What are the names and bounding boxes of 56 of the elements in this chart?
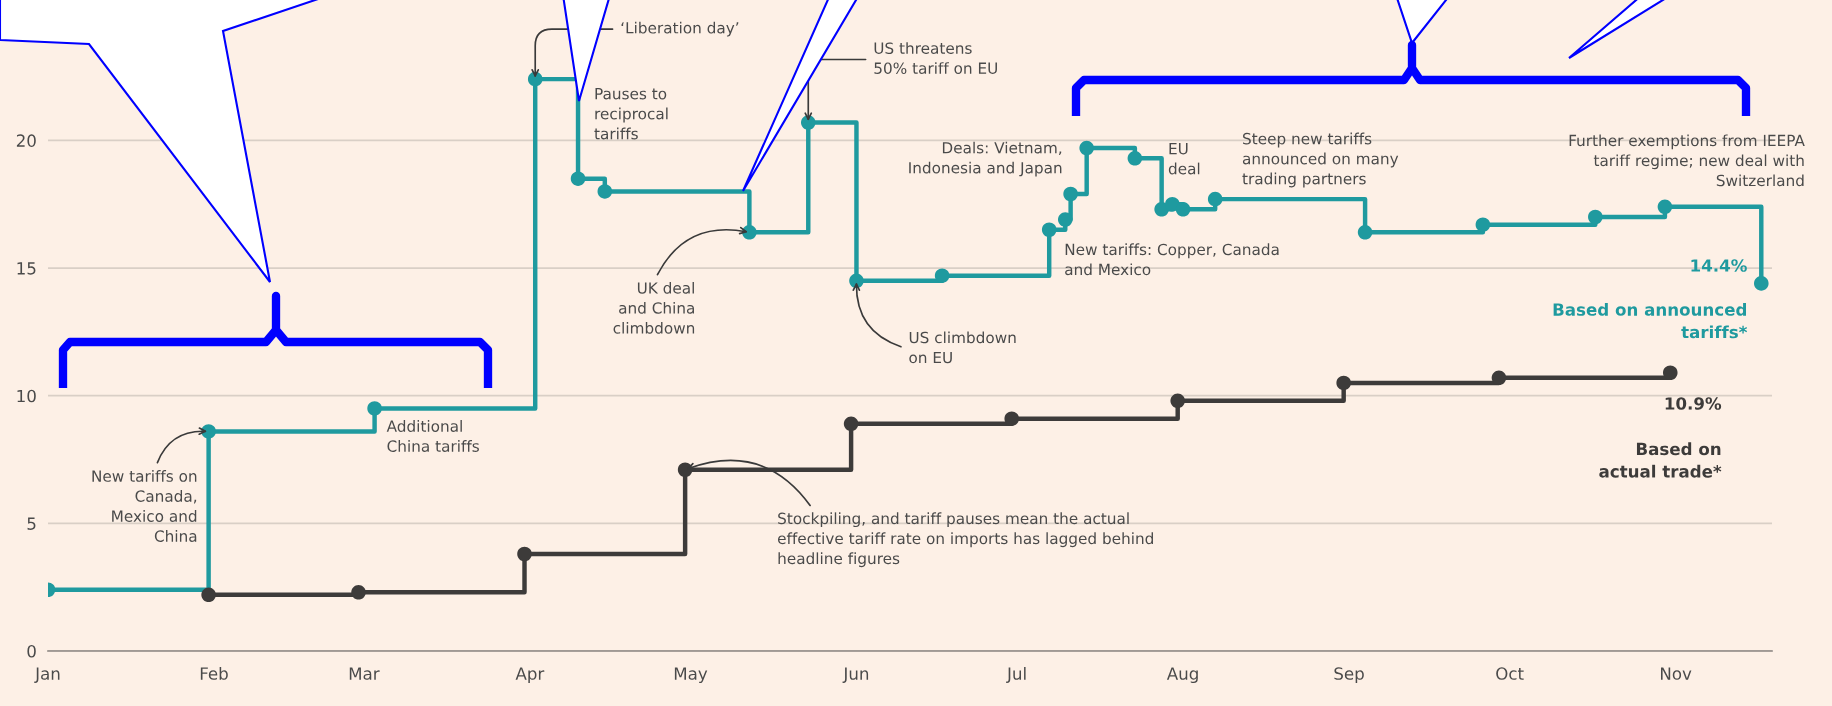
point: [1063, 186, 1078, 202]
point: [1175, 202, 1191, 217]
point: [517, 546, 532, 562]
point: [1588, 209, 1603, 225]
point: [1041, 222, 1057, 238]
annotation: US climbdown on EU: [909, 331, 1016, 364]
y-tick-label: 20: [16, 134, 36, 147]
x-tick-label: Aug: [1166, 667, 1198, 684]
point: [1170, 393, 1185, 409]
x-tick-label: Jul: [1006, 666, 1026, 683]
x-tick-label: May: [674, 667, 708, 684]
point: [843, 416, 859, 432]
point: [1336, 375, 1351, 391]
y-tick-label: 0: [27, 644, 36, 658]
point: [1357, 225, 1373, 240]
point: [1475, 217, 1491, 232]
annotation: ‘Liberation day’: [621, 21, 739, 37]
x-tick-label: Jan: [34, 667, 60, 683]
point: [934, 268, 950, 283]
x-tick-label: Feb: [200, 666, 228, 680]
annotation: New tariffs: Copper, Canada and Mexico: [1065, 243, 1279, 276]
point: [367, 401, 382, 416]
y-tick-label: 10: [17, 389, 36, 403]
annotation: Further exemptions from IEEPA tariff regime; new deal with Switzerland: [1569, 134, 1805, 187]
point: [1657, 199, 1673, 215]
text: Based on actual trade*: [1599, 442, 1722, 478]
y-tick-label: 15: [17, 262, 36, 275]
x-tick-label: Apr: [515, 667, 545, 684]
annotation: UK deal and China climbdown: [613, 281, 695, 334]
point: [1491, 370, 1507, 386]
annotation: Additional China tariffs: [386, 420, 479, 452]
point: [1127, 151, 1143, 166]
series-label: Based on announced tariffs*: [1553, 302, 1748, 339]
annotation: Steep new tariffs announced on many trading partners: [1242, 132, 1399, 188]
annotation: Stockpiling, and tariff pauses mean the actual effective tariff rate on imports has lagged behind headline figures: [777, 512, 1153, 568]
point: [570, 171, 586, 186]
data-label: 14.4%: [1691, 259, 1747, 272]
data-label: 10.9%: [1665, 397, 1722, 410]
point: [597, 184, 613, 199]
x-tick-label: Oct: [1496, 667, 1524, 680]
y-tick-label: 5: [27, 517, 36, 530]
x-tick-label: Nov: [1661, 667, 1692, 680]
annotation: EU deal: [1168, 143, 1200, 175]
x-tick-label: Sep: [1334, 667, 1364, 684]
point: [1207, 191, 1223, 207]
point: [1079, 140, 1094, 156]
point: [1754, 276, 1769, 291]
x-tick-label: Mar: [349, 667, 380, 680]
point: [1004, 411, 1020, 426]
annotation: Deals: Vietnam, Indonesia and Japan: [909, 141, 1062, 177]
annotation: New tariffs on Canada, Mexico and China: [92, 470, 197, 542]
point: [1662, 365, 1678, 381]
annotation: Pauses to reciprocal tariffs: [594, 88, 668, 140]
annotation: US threatens 50% tariff on EU: [874, 42, 997, 74]
x-tick-label: Jun: [842, 667, 869, 683]
point: [1057, 212, 1073, 227]
